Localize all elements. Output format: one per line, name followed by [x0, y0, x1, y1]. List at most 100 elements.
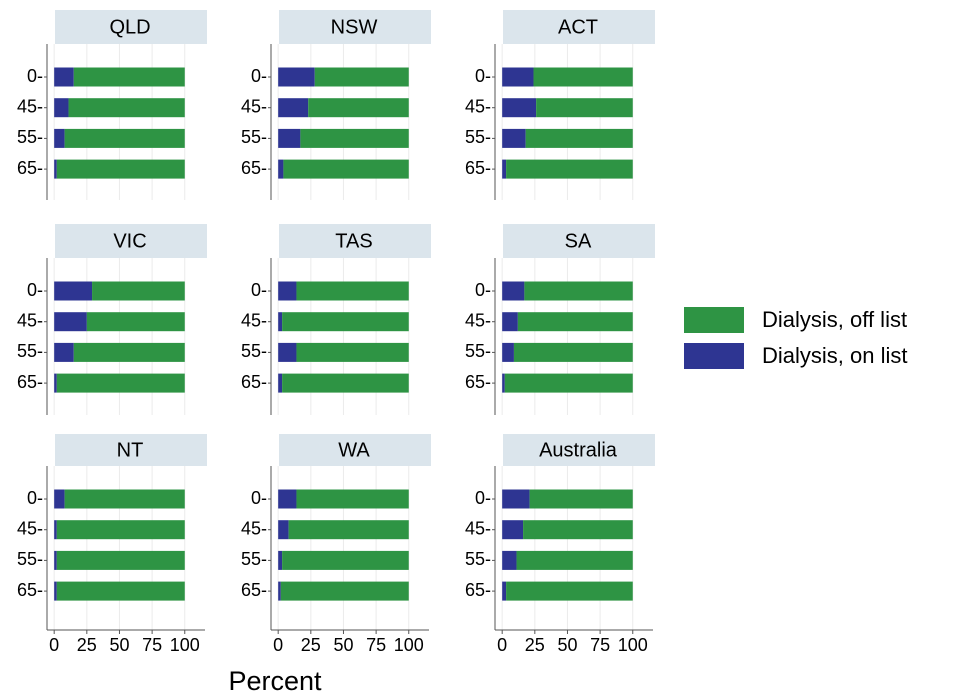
x-tick-label: 100	[170, 635, 200, 655]
bar-segment	[278, 67, 315, 87]
y-tick-label: 45-	[465, 96, 491, 116]
panel-title: TAS	[335, 230, 372, 252]
bar-segment	[533, 67, 633, 87]
bar-segment	[502, 373, 505, 393]
panel-title: QLD	[109, 16, 150, 38]
bar-segment	[92, 281, 185, 301]
legend-swatch	[684, 307, 744, 333]
bar-segment	[56, 520, 185, 540]
x-tick-label: 75	[366, 635, 386, 655]
bar-segment	[278, 550, 283, 570]
bar-segment	[278, 373, 283, 393]
bar-segment	[288, 520, 409, 540]
y-tick-label: 65-	[17, 580, 43, 600]
x-tick-label: 0	[497, 635, 507, 655]
bar-segment	[54, 281, 93, 301]
x-tick-label: 100	[394, 635, 424, 655]
y-tick-label: 45-	[465, 518, 491, 538]
bar-segment	[278, 581, 281, 601]
legend-label: Dialysis, on list	[762, 343, 907, 368]
y-tick-label: 0-	[251, 280, 267, 300]
bar-segment	[278, 159, 284, 179]
panel-title: NT	[117, 439, 144, 461]
bar-segment	[54, 312, 87, 332]
panel-title: VIC	[113, 230, 146, 252]
x-tick-label: 25	[77, 635, 97, 655]
y-tick-label: 65-	[241, 372, 267, 392]
bar-segment	[278, 281, 297, 301]
y-tick-label: 45-	[241, 518, 267, 538]
bar-segment	[296, 342, 409, 362]
bar-segment	[56, 159, 185, 179]
y-tick-label: 55-	[17, 549, 43, 569]
bar-segment	[73, 342, 185, 362]
y-tick-label: 0-	[475, 280, 491, 300]
strip	[55, 434, 207, 466]
y-tick-label: 65-	[241, 158, 267, 178]
panel-title: Australia	[539, 439, 618, 461]
bar-segment	[54, 98, 69, 118]
bar-segment	[502, 550, 517, 570]
bar-segment	[283, 159, 409, 179]
bar-segment	[502, 489, 530, 509]
y-tick-label: 65-	[465, 372, 491, 392]
bar-segment	[280, 581, 409, 601]
x-tick-label: 0	[273, 635, 283, 655]
bar-segment	[502, 159, 507, 179]
bar-segment	[504, 373, 633, 393]
x-tick-label: 50	[109, 635, 129, 655]
strip	[279, 10, 431, 44]
y-tick-label: 0-	[475, 66, 491, 86]
bar-segment	[282, 550, 409, 570]
y-tick-label: 55-	[241, 341, 267, 361]
bar-segment	[506, 159, 633, 179]
bar-segment	[523, 520, 633, 540]
panel-title: NSW	[331, 16, 378, 38]
bar-segment	[517, 312, 633, 332]
panel-title: SA	[565, 230, 592, 252]
bar-segment	[282, 373, 409, 393]
legend-label: Dialysis, off list	[762, 307, 907, 332]
bar-segment	[56, 373, 185, 393]
panel-title: ACT	[558, 16, 598, 38]
bar-segment	[64, 128, 185, 148]
bar-segment	[278, 312, 283, 332]
y-tick-label: 45-	[241, 310, 267, 330]
y-tick-label: 45-	[465, 310, 491, 330]
y-tick-label: 55-	[17, 341, 43, 361]
bar-segment	[54, 581, 57, 601]
bar-segment	[536, 98, 633, 118]
y-tick-label: 0-	[475, 488, 491, 508]
bar-segment	[278, 489, 297, 509]
x-tick-label: 25	[525, 635, 545, 655]
bar-segment	[86, 312, 185, 332]
y-tick-label: 0-	[27, 488, 43, 508]
strip	[55, 224, 207, 258]
y-tick-label: 65-	[17, 158, 43, 178]
bar-segment	[524, 281, 633, 301]
y-tick-label: 55-	[17, 127, 43, 147]
bar-segment	[529, 489, 633, 509]
y-tick-label: 45-	[17, 96, 43, 116]
legend-swatch	[684, 343, 744, 369]
x-tick-label: 0	[49, 635, 59, 655]
bar-segment	[502, 67, 534, 87]
x-tick-label: 75	[590, 635, 610, 655]
y-tick-label: 0-	[27, 280, 43, 300]
bar-segment	[54, 128, 65, 148]
bar-segment	[502, 98, 537, 118]
bar-segment	[73, 67, 185, 87]
strip	[55, 10, 207, 44]
y-tick-label: 55-	[241, 127, 267, 147]
strip	[279, 434, 431, 466]
bar-segment	[282, 312, 409, 332]
strip	[503, 224, 655, 258]
bar-segment	[54, 159, 57, 179]
bar-segment	[54, 550, 57, 570]
y-tick-label: 55-	[465, 341, 491, 361]
bar-segment	[296, 489, 409, 509]
bar-segment	[278, 98, 309, 118]
x-axis-label: Percent	[228, 666, 322, 696]
bar-segment	[502, 281, 525, 301]
